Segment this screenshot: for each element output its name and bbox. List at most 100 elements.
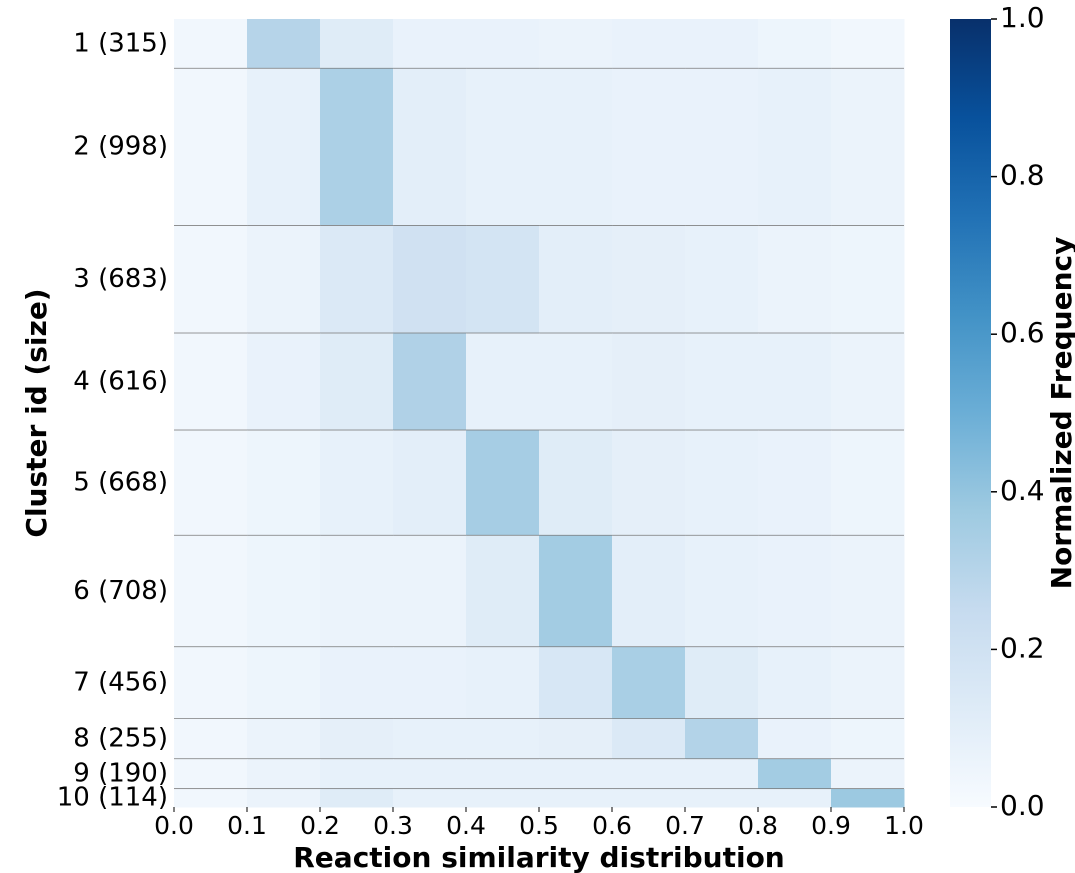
heatmap-cell [539,789,613,808]
heatmap-cell [758,68,832,227]
heatmap-cell [320,225,394,334]
heatmap-cell [831,68,905,227]
heatmap-cell [174,430,248,537]
heatmap-cell [831,535,905,648]
heatmap-cell [393,718,467,760]
y-tick-label: 2 (998) [73,132,168,162]
heatmap-cell [393,68,467,227]
y-tick-label: 7 (456) [73,668,168,698]
heatmap-cell [685,225,759,334]
heatmap-cell [539,535,613,648]
y-tick-label: 10 (114) [57,783,168,813]
heatmap-cell [393,19,467,70]
heatmap-cell [831,647,905,720]
colorbar [950,19,991,807]
heatmap-cell [466,68,540,227]
y-tick-label: 3 (683) [73,264,168,294]
heatmap-cell [466,225,540,334]
colorbar-tick-label: 1.0 [1000,1,1045,34]
heatmap-cell [174,68,248,227]
heatmap-cell [685,430,759,537]
heatmap-cell [685,333,759,431]
heatmap-cell [174,333,248,431]
heatmap-cell [539,647,613,720]
heatmap-cell [685,647,759,720]
heatmap-cell [831,718,905,760]
heatmap-cell [174,647,248,720]
heatmap-cell [612,535,686,648]
heatmap-cell [247,535,321,648]
heatmap-cell [612,759,686,790]
heatmap-cell [320,68,394,227]
y-tick-label: 9 (190) [73,759,168,789]
heatmap-cell [539,430,613,537]
heatmap-cell [247,225,321,334]
heatmap-cell [247,789,321,808]
heatmap-cell [320,718,394,760]
heatmap-cell [612,718,686,760]
heatmap-cell [174,789,248,808]
heatmap-cell [758,647,832,720]
heatmap-cell [320,535,394,648]
heatmap-cell [320,647,394,720]
colorbar-tick-label: 0.8 [1000,159,1045,192]
heatmap-cell [393,535,467,648]
heatmap-cell [393,225,467,334]
colorbar-tick-label: 0.0 [1000,789,1045,822]
heatmap-cell [247,333,321,431]
heatmap-cell [831,759,905,790]
heatmap-cell [685,19,759,70]
heatmap-cell [685,718,759,760]
heatmap-cell [393,789,467,808]
x-tick-label: 0.2 [300,811,340,840]
colorbar-tick-label: 0.4 [1000,474,1045,507]
heatmap-cell [393,430,467,537]
x-tick-label: 0.4 [446,811,486,840]
heatmap-cell [612,225,686,334]
heatmap-cell [393,647,467,720]
heatmap-cell [612,68,686,227]
heatmap-cell [758,535,832,648]
heatmap-cell [758,789,832,808]
heatmap-cell [685,535,759,648]
heatmap-cell [174,759,248,790]
heatmap-cell [539,718,613,760]
heatmap-cell [393,333,467,431]
heatmap-cell [758,430,832,537]
heatmap-cell [612,333,686,431]
y-tick-label: 6 (708) [73,576,168,606]
x-tick-label: 0.5 [519,811,559,840]
y-tick-label: 4 (616) [73,366,168,396]
heatmap-cell [247,718,321,760]
x-tick-label: 0.3 [373,811,413,840]
heatmap-cell [758,759,832,790]
heatmap-cell [539,759,613,790]
heatmap-cell [685,68,759,227]
y-tick-label: 8 (255) [73,724,168,754]
y-tick-label: 5 (668) [73,468,168,498]
heatmap-cell [612,789,686,808]
x-tick-label: 1.0 [884,811,924,840]
heatmap-cell [320,430,394,537]
heatmap-cell [466,759,540,790]
heatmap-cell [174,535,248,648]
heatmap-cell [174,225,248,334]
heatmap-cell [247,430,321,537]
heatmap-cell [393,759,467,790]
x-tick-label: 0.7 [665,811,705,840]
heatmap-cell [466,647,540,720]
x-tick-label: 0.6 [592,811,632,840]
heatmap-cell [685,789,759,808]
heatmap-cell [320,759,394,790]
x-axis-title: Reaction similarity distribution [293,841,785,873]
colorbar-tick-label: 0.6 [1000,316,1045,349]
heatmap-cell [539,68,613,227]
heatmap-cell [466,789,540,808]
heatmap-cell [247,68,321,227]
heatmap-cell [685,759,759,790]
heatmap-cell [612,647,686,720]
heatmap-cell [320,19,394,70]
heatmap-cell [831,430,905,537]
y-axis-title: Cluster id (size) [20,288,53,537]
heatmap-cell [247,19,321,70]
